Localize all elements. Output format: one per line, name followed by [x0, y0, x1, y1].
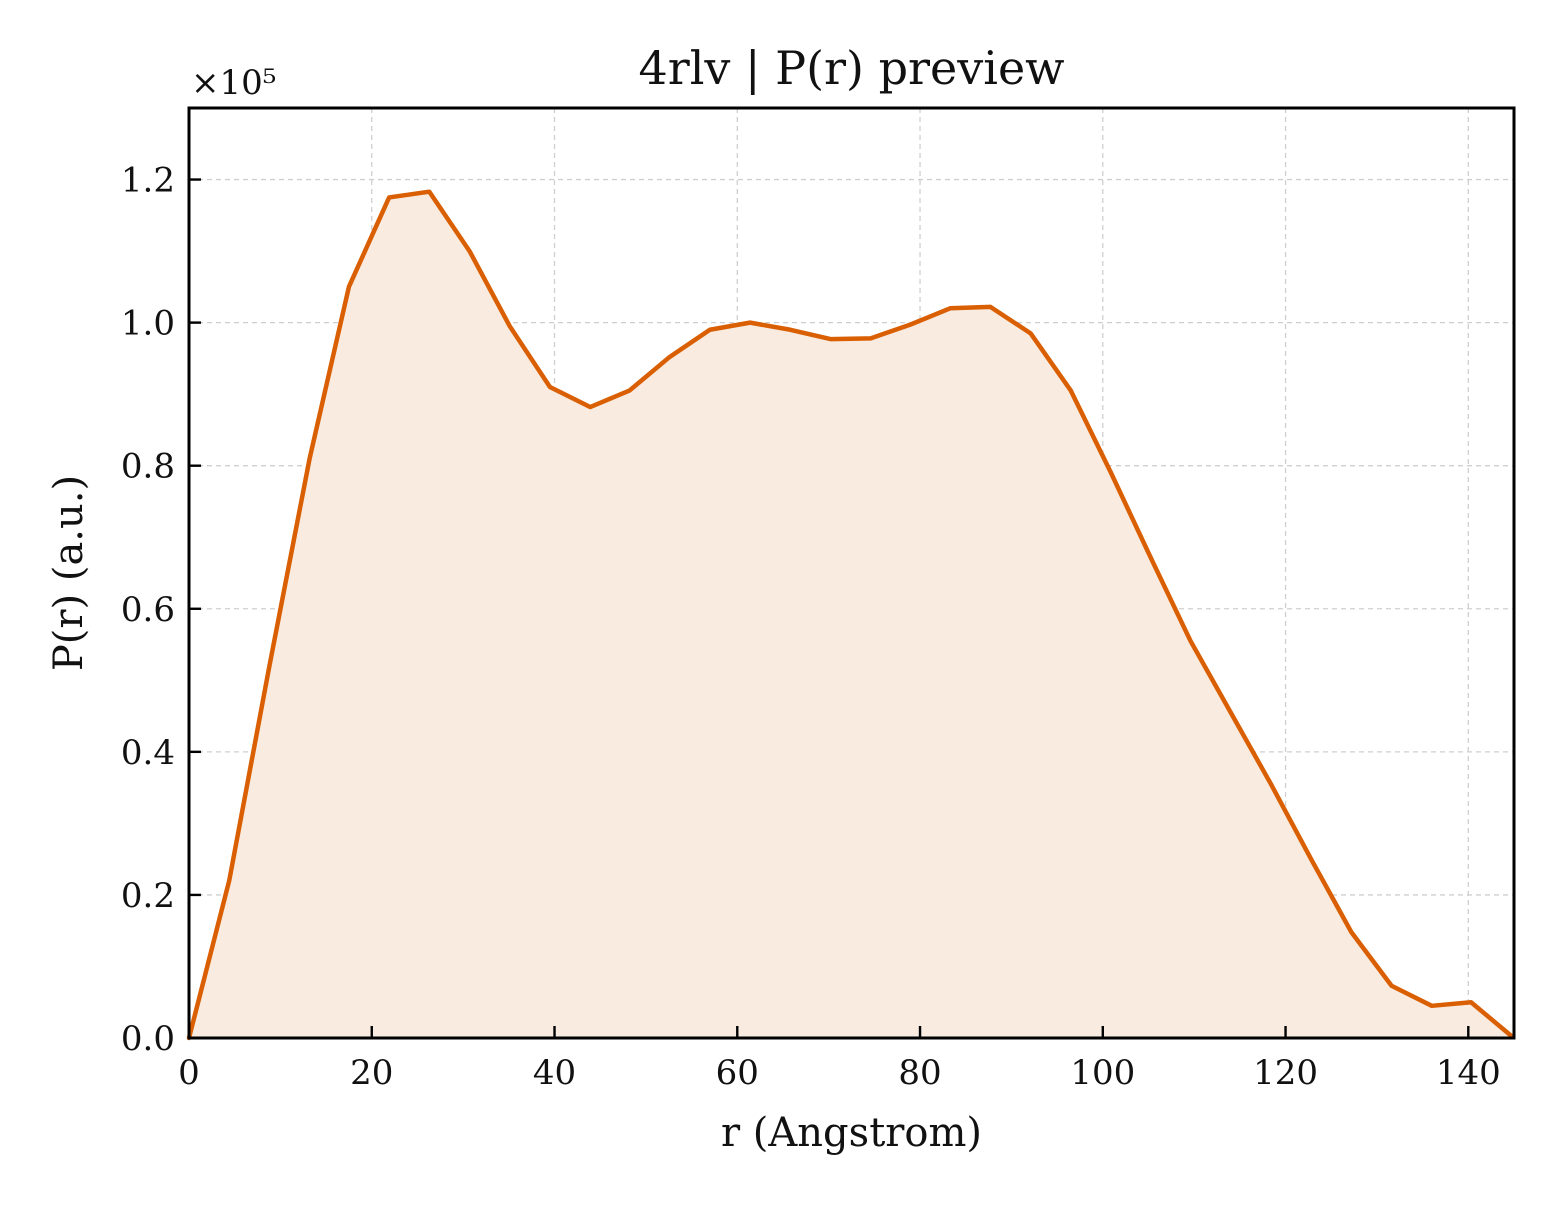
x-tick-label: 80	[898, 1053, 941, 1093]
y-tick-label: 0.2	[121, 876, 175, 916]
x-tick-label: 60	[716, 1053, 759, 1093]
pr-area-fill	[189, 192, 1511, 1038]
x-tick-label: 120	[1253, 1053, 1318, 1093]
x-tick-label: 0	[178, 1053, 200, 1093]
y-tick-label: 0.4	[121, 733, 175, 773]
y-tick-label: 1.0	[121, 304, 175, 344]
chart-title: 4rlv | P(r) preview	[638, 41, 1064, 95]
x-tick-label: 100	[1070, 1053, 1135, 1093]
x-tick-label: 20	[350, 1053, 393, 1093]
y-axis-label: P(r) (a.u.)	[46, 475, 92, 671]
x-tick-label: 40	[533, 1053, 576, 1093]
y-tick-label: 1.2	[121, 161, 175, 201]
y-tick-label: 0.6	[121, 590, 175, 630]
x-tick-label: 140	[1436, 1053, 1501, 1093]
y-tick-label: 0.0	[121, 1019, 175, 1059]
y-tick-label: 0.8	[121, 447, 175, 487]
x-axis-label: r (Angstrom)	[721, 1110, 982, 1156]
y-axis-multiplier: ×10⁵	[191, 63, 276, 103]
